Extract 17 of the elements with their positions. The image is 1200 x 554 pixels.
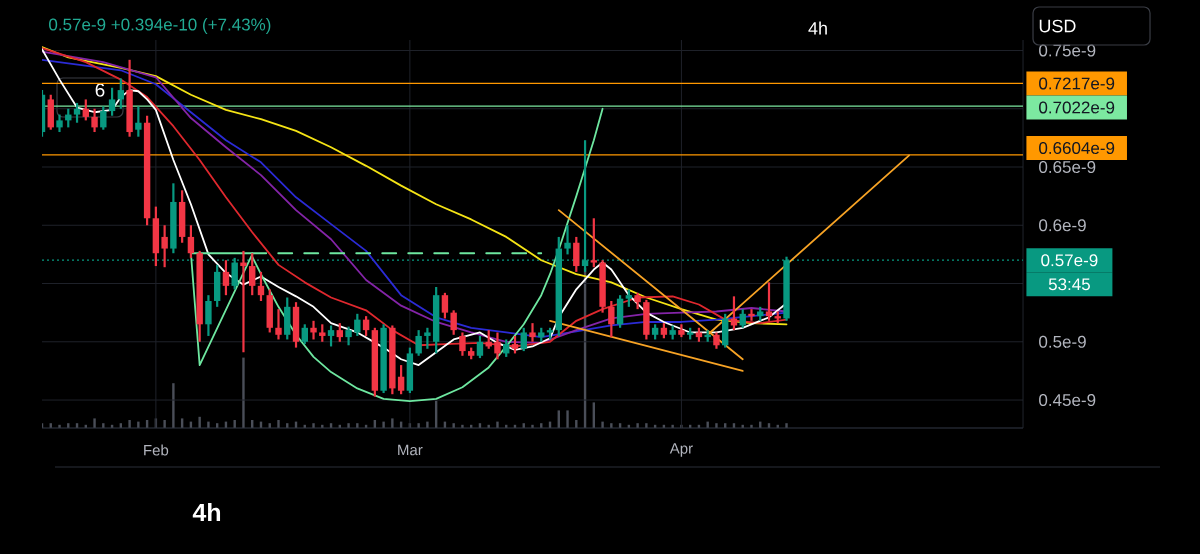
x-tick-label: Mar — [398, 444, 423, 456]
text: 53:45 — [1048, 278, 1090, 291]
ref-line-label: 0.7217e-9 — [1039, 77, 1115, 90]
chart-subtitle: 0.57e-9 +0.394e-10 (+7.43%) — [49, 18, 271, 34]
y-tick-label: 0.6e-9 — [1039, 219, 1086, 232]
ref-line-label: 0.7022e-9 — [1039, 101, 1115, 114]
text: 4h — [192, 502, 221, 522]
text: USD — [1039, 19, 1076, 33]
ref-line-label: 0.6604e-9 — [1039, 141, 1115, 155]
chart-title: 4h — [808, 21, 827, 35]
y-tick-label: 0.65e-9 — [1039, 160, 1096, 174]
ref-line-label: 0.57e-9 — [1041, 254, 1098, 267]
y-tick-label: 0.75e-9 — [1039, 44, 1096, 57]
y-tick-label: 0.45e-9 — [1039, 394, 1096, 407]
x-tick-label: Apr — [669, 443, 693, 457]
x-tick-label: Feb — [144, 444, 169, 456]
y-tick-label: 0.5e-9 — [1039, 335, 1086, 348]
